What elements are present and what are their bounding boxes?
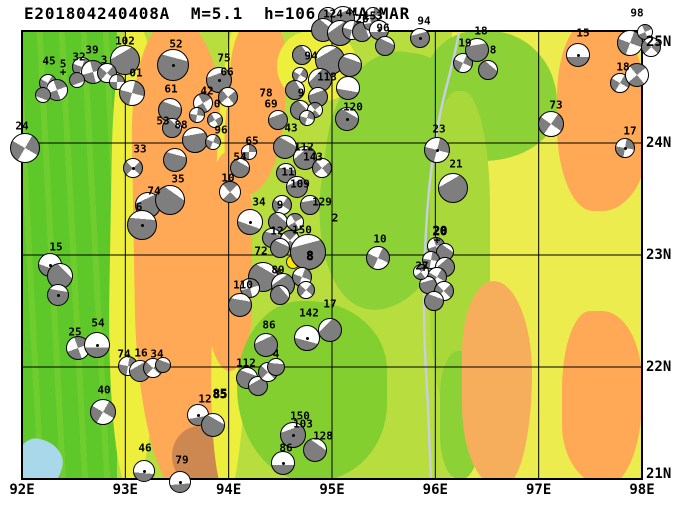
terrain-left-green [22,31,117,479]
lat-tick-label: 23N [646,247,672,263]
terrain-orange-94e-mid [207,151,252,371]
lon-tick-label: 95E [319,482,345,498]
lon-tick-label: 93E [112,482,138,498]
lat-tick-label: 21N [646,466,672,482]
terrain-orange-bottom-right [562,311,642,479]
terrain-green-center-bottom [237,301,387,479]
lon-tick-label: 97E [526,482,552,498]
terrain-orange-bottom-center [462,281,532,479]
terrain-orange-top-right [557,31,642,211]
main-event-marker [286,255,300,269]
lon-tick-label: 98E [629,482,655,498]
lat-tick-label: 22N [646,359,672,375]
focal-mechanism-ball [641,37,661,57]
event-label: 98 [630,6,644,20]
map-title: E201804240408A M=5.1 h=106 MYANMAR [24,4,411,23]
lat-tick-label: 24N [646,135,672,151]
event-label: 94 [417,14,431,28]
terrain [22,31,642,479]
lat-tick-label: 25N [646,34,672,50]
ball-center-dot [178,480,182,484]
lon-tick-label: 92E [9,482,35,498]
lon-tick-label: 94E [216,482,242,498]
lon-tick-label: 96E [422,482,448,498]
